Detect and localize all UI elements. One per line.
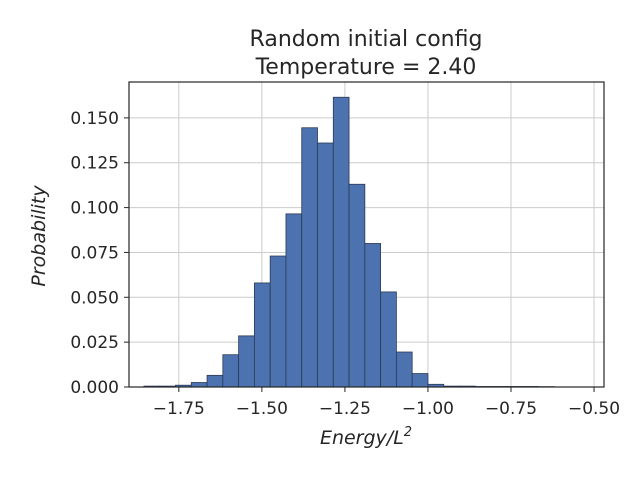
histogram-bar <box>285 213 303 388</box>
histogram-bar <box>395 351 413 388</box>
x-axis-label-superscript: 2 <box>404 425 412 440</box>
y-tick-label: 0.125 <box>70 154 119 174</box>
histogram-bar <box>317 142 334 388</box>
histogram-bar <box>269 255 287 388</box>
histogram-bar <box>380 291 397 388</box>
histogram-bar <box>238 335 255 388</box>
plot-frame <box>128 81 605 388</box>
x-axis-label: Energy/L2 <box>320 425 412 449</box>
histogram-bar <box>348 183 366 388</box>
y-tick-label: 0.150 <box>70 109 119 129</box>
chart-title-line-1: Random initial config <box>250 27 483 52</box>
x-tick-label: −0.75 <box>485 399 537 419</box>
chart-title-line-2: Temperature = 2.40 <box>255 55 477 80</box>
x-tick-label: −1.00 <box>402 399 454 419</box>
histogram-bars <box>143 96 555 388</box>
x-axis-label-base: Energy/L <box>320 427 404 449</box>
histogram-bar <box>364 243 382 388</box>
x-tick-label: −1.75 <box>153 399 205 419</box>
y-tick-label: 0.025 <box>70 333 119 353</box>
x-tick-label: −0.50 <box>568 399 620 419</box>
histogram-bar <box>222 354 240 388</box>
histogram-bar <box>190 382 208 388</box>
histogram-bar <box>253 282 271 388</box>
y-tick-label: 0.100 <box>70 199 119 219</box>
histogram-bar <box>301 127 318 388</box>
histogram-bar <box>411 373 429 388</box>
y-tick-label: 0.075 <box>70 243 119 263</box>
y-axis-label: Probability <box>28 185 50 287</box>
y-tick-label: 0.000 <box>70 378 119 398</box>
y-tick-label: 0.050 <box>70 288 119 308</box>
histogram-bar <box>206 374 224 388</box>
axis-ticks: −1.75 −1.50 −1.25 −1.00 −0.75 −0.50 0.000 0.025… <box>70 109 620 419</box>
histogram-bar <box>332 96 350 388</box>
x-tick-label: −1.25 <box>319 399 371 419</box>
x-tick-label: −1.50 <box>236 399 288 419</box>
